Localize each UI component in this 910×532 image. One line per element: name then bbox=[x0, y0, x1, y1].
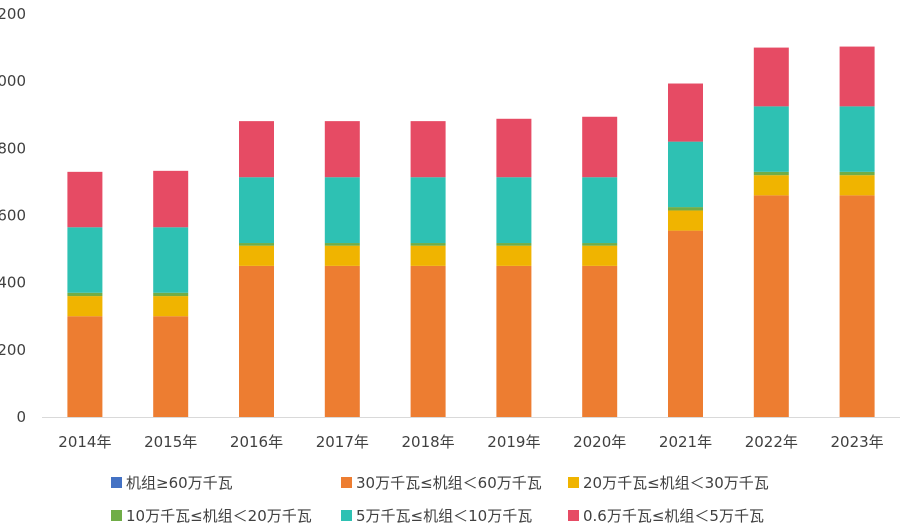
bar-segment-4-2019年 bbox=[496, 243, 532, 246]
bar-segment-3-2015年 bbox=[153, 296, 189, 317]
bar-segment-3-2019年 bbox=[496, 245, 532, 266]
x-tick-label: 2021年 bbox=[659, 433, 712, 451]
legend-swatch bbox=[568, 509, 579, 521]
bar-segment-6-2014年 bbox=[67, 171, 103, 228]
bar-segment-3-2014年 bbox=[67, 296, 103, 317]
y-tick-label: 0 bbox=[16, 408, 26, 426]
bar-segment-2-2019年 bbox=[496, 265, 532, 417]
legend-swatch bbox=[111, 509, 122, 521]
bar-segment-5-2014年 bbox=[67, 227, 103, 293]
y-tick-label: 200 bbox=[0, 341, 26, 359]
bar-segment-5-2015年 bbox=[153, 227, 189, 293]
bar-segment-6-2019年 bbox=[496, 118, 532, 178]
x-tick-label: 2018年 bbox=[402, 433, 455, 451]
bar-segment-4-2021年 bbox=[668, 207, 703, 211]
bar-segment-3-2016年 bbox=[239, 245, 274, 266]
bar-segment-2-2018年 bbox=[410, 265, 446, 417]
bar-segment-4-2023年 bbox=[839, 171, 875, 176]
legend: 机组≥60万千瓦 30万千瓦≤机组＜60万千瓦 20万千瓦≤机组＜30万千瓦 10万千… bbox=[0, 466, 910, 532]
x-tick-label: 2015年 bbox=[144, 433, 197, 451]
y-tick-label: 1000 bbox=[0, 72, 26, 90]
bar-segment-3-2022年 bbox=[753, 175, 789, 196]
chart-plot: 0 200 400 600 800 1000 1200 2014年 2015年 2016年 2017… bbox=[0, 5, 900, 451]
x-tick-label: 2016年 bbox=[230, 433, 283, 451]
x-tick-label: 2014年 bbox=[58, 433, 111, 451]
legend-item: 20万千瓦≤机组＜30万千瓦 bbox=[568, 470, 769, 494]
bar-segment-5-2016年 bbox=[239, 177, 274, 244]
legend-label: 30万千瓦≤机组＜60万千瓦 bbox=[356, 473, 542, 492]
x-tick-label: 2022年 bbox=[745, 433, 798, 451]
legend-item: 5万千瓦≤机组＜10万千瓦 bbox=[341, 503, 532, 527]
bar-segment-4-2017年 bbox=[324, 243, 360, 246]
bar-segment-2-2015年 bbox=[153, 316, 189, 417]
x-tick-label: 2017年 bbox=[316, 433, 369, 451]
bar-segment-3-2021年 bbox=[668, 210, 703, 231]
bar-segment-6-2023年 bbox=[839, 46, 875, 107]
bar-segment-2-2022年 bbox=[753, 195, 789, 417]
y-tick-label: 1200 bbox=[0, 5, 26, 23]
y-tick-label: 600 bbox=[0, 207, 26, 225]
bar-segment-5-2018年 bbox=[410, 177, 446, 244]
bar-segment-4-2022年 bbox=[753, 171, 789, 176]
bar-segment-5-2023年 bbox=[839, 106, 875, 172]
bar-segment-2-2017年 bbox=[324, 265, 360, 417]
y-tick-label: 400 bbox=[0, 274, 26, 292]
bar-segment-3-2017年 bbox=[324, 245, 360, 266]
bar-segment-6-2016年 bbox=[239, 121, 274, 178]
bar-segment-5-2022年 bbox=[753, 106, 789, 172]
bar-segment-2-2023年 bbox=[839, 195, 875, 417]
legend-item: 机组≥60万千瓦 bbox=[111, 470, 233, 494]
bar-segment-3-2023年 bbox=[839, 175, 875, 196]
bar-segment-6-2018年 bbox=[410, 121, 446, 178]
legend-item: 10万千瓦≤机组＜20万千瓦 bbox=[111, 503, 312, 527]
legend-label: 10万千瓦≤机组＜20万千瓦 bbox=[126, 506, 312, 525]
y-tick-label: 800 bbox=[0, 139, 26, 157]
legend-item: 0.6万千瓦≤机组＜5万千瓦 bbox=[568, 503, 764, 527]
bar-segment-2-2021年 bbox=[668, 230, 703, 417]
bar-segment-2-2016年 bbox=[239, 265, 274, 417]
bar-segment-3-2020年 bbox=[582, 245, 618, 266]
bar-segment-4-2016年 bbox=[239, 243, 274, 246]
bar-segment-5-2019年 bbox=[496, 177, 532, 244]
legend-swatch bbox=[111, 476, 122, 488]
bar-segment-4-2015年 bbox=[153, 292, 189, 297]
legend-swatch bbox=[341, 476, 352, 488]
legend-swatch bbox=[341, 509, 352, 521]
legend-label: 机组≥60万千瓦 bbox=[126, 473, 233, 492]
bar-segment-5-2021年 bbox=[668, 141, 703, 208]
legend-swatch bbox=[568, 476, 579, 488]
bar-segment-2-2014年 bbox=[67, 316, 103, 417]
x-tick-label: 2023年 bbox=[831, 433, 884, 451]
bar-segment-6-2020年 bbox=[582, 116, 618, 178]
bar-segment-5-2020年 bbox=[582, 177, 618, 244]
bar-segment-5-2017年 bbox=[324, 177, 360, 244]
bar-segment-4-2014年 bbox=[67, 292, 103, 297]
bar-segment-3-2018年 bbox=[410, 245, 446, 266]
legend-item: 30万千瓦≤机组＜60万千瓦 bbox=[341, 470, 542, 494]
x-tick-label: 2020年 bbox=[573, 433, 626, 451]
bar-segment-6-2022年 bbox=[753, 47, 789, 107]
bar-segment-2-2020年 bbox=[582, 265, 618, 417]
legend-label: 20万千瓦≤机组＜30万千瓦 bbox=[583, 473, 769, 492]
legend-label: 0.6万千瓦≤机组＜5万千瓦 bbox=[583, 506, 764, 525]
bar-segment-4-2020年 bbox=[582, 243, 618, 246]
bar-segment-4-2018年 bbox=[410, 243, 446, 246]
x-tick-label: 2019年 bbox=[487, 433, 540, 451]
bar-segment-6-2021年 bbox=[668, 83, 703, 142]
bar-segment-6-2015年 bbox=[153, 170, 189, 228]
bar-segment-6-2017年 bbox=[324, 121, 360, 178]
legend-label: 5万千瓦≤机组＜10万千瓦 bbox=[356, 506, 533, 525]
